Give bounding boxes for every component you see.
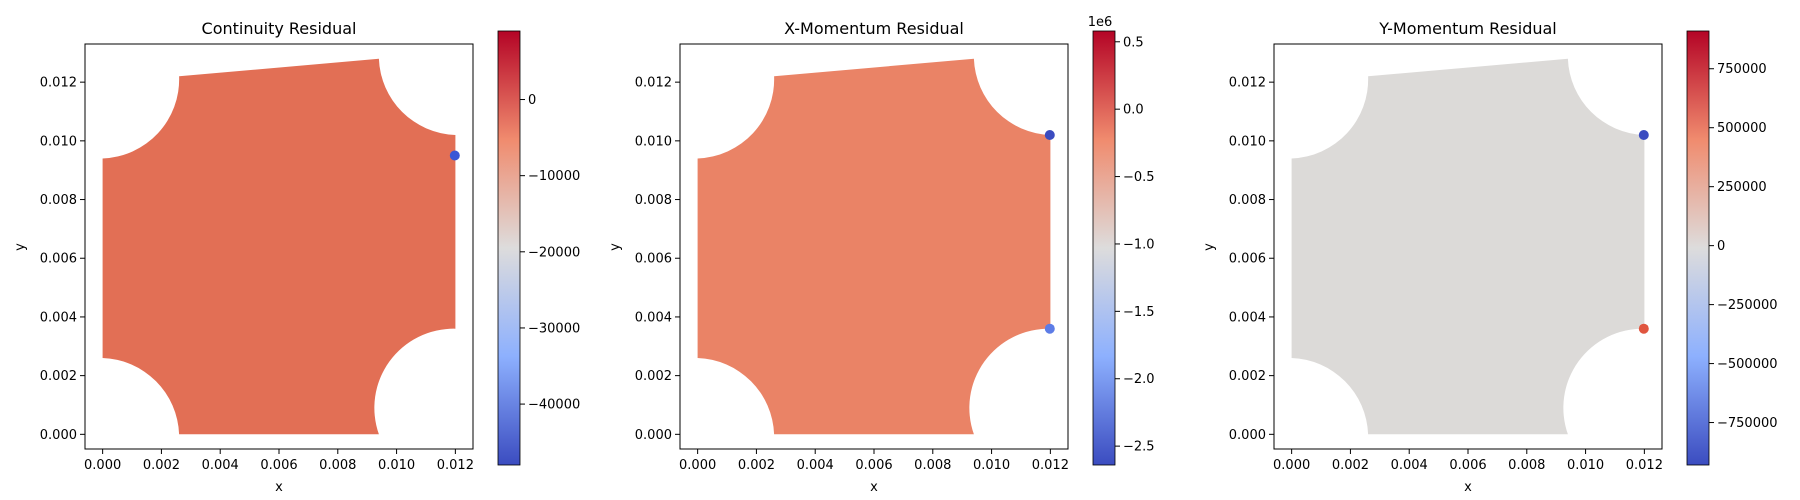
x-tick-label: 0.008 [914, 458, 951, 473]
x-tick-label: 0.000 [84, 458, 121, 473]
y-tick-label: 0.000 [40, 428, 77, 443]
y-ticks: 0.000 0.002 0.004 0.006 0.008 0.010 0.012 [635, 76, 680, 443]
x-tick-label: 0.000 [1273, 458, 1310, 473]
x-axis-label: x [870, 480, 878, 495]
x-tick-label: 0.012 [437, 458, 474, 473]
colorbar-tick-label: −1.5 [1123, 305, 1155, 320]
y-tick-label: 0.008 [1229, 193, 1266, 208]
y-tick-label: 0.006 [635, 252, 672, 267]
y-axis-label: y [1202, 243, 1217, 251]
x-tick-label: 0.010 [973, 458, 1010, 473]
x-tick-label: 0.002 [738, 458, 775, 473]
y-tick-label: 0.010 [635, 134, 672, 149]
colorbar-tick-label: 250000 [1717, 180, 1767, 195]
colorbar-tick-label: −250000 [1717, 298, 1778, 313]
y-tick-label: 0.002 [635, 369, 672, 384]
colorbar-tick-label: −0.5 [1123, 170, 1155, 185]
colorbar-tick-label: −1.0 [1123, 237, 1155, 252]
y-tick-label: 0.006 [40, 252, 77, 267]
colorbar-tick-label: −10000 [528, 169, 580, 184]
panel-title: Y-Momentum Residual [1378, 19, 1556, 38]
x-tick-label: 0.008 [319, 458, 356, 473]
residual-field [102, 58, 456, 435]
y-tick-label: 0.000 [635, 428, 672, 443]
residual-field [1291, 58, 1645, 435]
colorbar-tick-label: −20000 [528, 245, 580, 260]
x-tick-label: 0.004 [202, 458, 239, 473]
colorbar-tick-label: −40000 [528, 398, 580, 413]
x-tick-label: 0.002 [143, 458, 180, 473]
x-tick-label: 0.012 [1626, 458, 1663, 473]
y-tick-label: 0.002 [1229, 369, 1266, 384]
y-tick-label: 0.010 [40, 134, 77, 149]
x-tick-label: 0.006 [855, 458, 892, 473]
y-ticks: 0.000 0.002 0.004 0.006 0.008 0.010 0.012 [40, 76, 85, 443]
x-tick-label: 0.012 [1032, 458, 1069, 473]
residual-hotspot [1044, 130, 1055, 140]
y-tick-label: 0.004 [1229, 310, 1266, 325]
colorbar-tick-label: −2.5 [1123, 440, 1155, 455]
colorbar-tick-label: −750000 [1717, 416, 1778, 431]
x-tick-label: 0.008 [1508, 458, 1545, 473]
colorbar-offset: 1e6 [1088, 15, 1113, 30]
colorbar-tick-label: 0 [1717, 239, 1725, 254]
x-tick-label: 0.002 [1332, 458, 1369, 473]
x-axis-label: x [1464, 480, 1472, 495]
colorbar-tick-label: −500000 [1717, 357, 1778, 372]
y-axis-label: y [13, 243, 28, 251]
y-tick-label: 0.010 [1229, 134, 1266, 149]
colorbar-tick-label: −30000 [528, 321, 580, 336]
residual-hotspot [1638, 130, 1649, 140]
y-ticks: 0.000 0.002 0.004 0.006 0.008 0.010 0.012 [1229, 76, 1274, 443]
x-ticks: 0.000 0.002 0.004 0.006 0.008 0.010 0.012 [84, 449, 474, 473]
residual-hotspot [449, 150, 460, 161]
x-axis-label: x [275, 480, 283, 495]
colorbar-ticks: 0 −10000 −20000 −30000 −40000 [520, 93, 580, 413]
y-tick-label: 0.012 [635, 76, 672, 91]
colorbar-tick-label: −2.0 [1123, 372, 1155, 387]
colorbar-tick-label: 750000 [1717, 62, 1767, 77]
y-tick-label: 0.012 [1229, 76, 1266, 91]
y-tick-label: 0.000 [1229, 428, 1266, 443]
y-tick-label: 0.008 [40, 193, 77, 208]
panel-x-momentum: X-Momentum Residual 0.000 0.002 0.004 0.006… [608, 15, 1155, 495]
y-tick-label: 0.006 [1229, 252, 1266, 267]
x-tick-label: 0.004 [797, 458, 834, 473]
panel-title: X-Momentum Residual [784, 19, 964, 38]
x-tick-label: 0.004 [1391, 458, 1428, 473]
y-tick-label: 0.004 [40, 310, 77, 325]
domain-layer [697, 58, 1055, 435]
y-tick-label: 0.004 [635, 310, 672, 325]
residual-hotspot [1638, 323, 1649, 334]
x-tick-label: 0.010 [378, 458, 415, 473]
colorbar [1686, 30, 1710, 466]
x-tick-label: 0.010 [1567, 458, 1604, 473]
x-tick-label: 0.000 [679, 458, 716, 473]
panel-continuity: Continuity Residual 0.000 0.002 0.004 0.006… [13, 19, 580, 495]
x-ticks: 0.000 0.002 0.004 0.006 0.008 0.010 0.012 [679, 449, 1069, 473]
colorbar-ticks: 750000 500000 250000 0 −250000 −500000 −750000 [1709, 62, 1778, 431]
colorbar [497, 30, 521, 466]
domain-layer [1291, 58, 1649, 435]
colorbar-tick-label: 0.0 [1123, 103, 1144, 118]
colorbar-tick-label: 0.5 [1123, 35, 1144, 50]
residual-hotspot [1044, 323, 1055, 334]
y-tick-label: 0.002 [40, 369, 77, 384]
y-axis-label: y [608, 243, 623, 251]
colorbar [1092, 30, 1116, 466]
panel-title: Continuity Residual [202, 19, 357, 38]
domain-layer [102, 58, 460, 435]
x-tick-label: 0.006 [260, 458, 297, 473]
panel-y-momentum: Y-Momentum Residual 0.000 0.002 0.004 0.006… [1202, 19, 1778, 495]
y-tick-label: 0.012 [40, 76, 77, 91]
y-tick-label: 0.008 [635, 193, 672, 208]
colorbar-ticks: 0.5 0.0 −0.5 −1.0 −1.5 −2.0 −2.5 [1115, 35, 1155, 455]
colorbar-tick-label: 500000 [1717, 121, 1767, 136]
x-tick-label: 0.006 [1449, 458, 1486, 473]
x-ticks: 0.000 0.002 0.004 0.006 0.008 0.010 0.012 [1273, 449, 1663, 473]
colorbar-tick-label: 0 [528, 93, 536, 108]
residual-field [697, 58, 1051, 435]
